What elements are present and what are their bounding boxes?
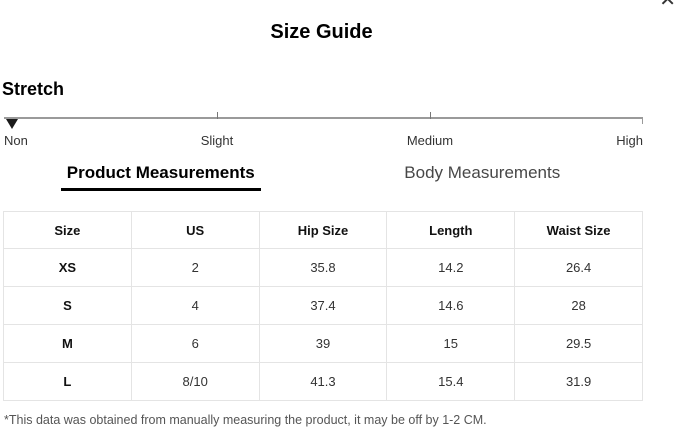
page-title: Size Guide (270, 21, 373, 43)
cell-us: 6 (130, 324, 260, 363)
stretch-scale-endcap (642, 118, 643, 124)
stretch-level-slight: Slight (200, 133, 234, 148)
close-icon[interactable]: ✕ (659, 0, 676, 11)
tab-product-measurements[interactable]: Product Measurements (0, 163, 322, 191)
tab-product-measurements-label: Product Measurements (60, 163, 261, 191)
col-header-waist-size: Waist Size (514, 211, 643, 249)
stretch-scale-labels: Non Slight Medium High (4, 133, 643, 149)
cell-hip: 41.3 (258, 362, 388, 401)
stretch-level-high: High (616, 133, 643, 148)
stretch-label: Stretch (2, 79, 65, 99)
cell-waist: 31.9 (514, 362, 643, 401)
tab-body-measurements[interactable]: Body Measurements (322, 163, 644, 191)
table-row: M 6 39 15 29.5 (3, 324, 643, 363)
col-header-length: Length (386, 211, 516, 249)
measurements-tabs: Product Measurements Body Measurements (0, 163, 643, 191)
cell-length: 14.6 (386, 286, 516, 325)
cell-hip: 39 (258, 324, 388, 363)
stretch-scale-track (4, 117, 643, 119)
cell-length: 15.4 (386, 362, 516, 401)
cell-us: 2 (130, 248, 260, 287)
col-header-us: US (130, 211, 260, 249)
cell-waist: 29.5 (514, 324, 643, 363)
stretch-scale-tick-medium (429, 112, 431, 119)
cell-size: XS (3, 248, 132, 287)
cell-hip: 37.4 (258, 286, 388, 325)
cell-us: 8/10 (130, 362, 260, 401)
stretch-marker-triangle-icon (6, 119, 18, 129)
table-row: XS 2 35.8 14.2 26.4 (3, 248, 643, 287)
measurements-table: Size US Hip Size Length Waist Size XS 2 … (3, 211, 643, 401)
tab-body-measurements-label: Body Measurements (404, 163, 561, 182)
stretch-level-medium: Medium (406, 133, 454, 148)
stretch-scale: Non Slight Medium High (4, 112, 643, 151)
cell-waist: 28 (514, 286, 643, 325)
cell-us: 4 (130, 286, 260, 325)
cell-size: S (3, 286, 132, 325)
table-header-row: Size US Hip Size Length Waist Size (3, 211, 643, 249)
table-row: S 4 37.4 14.6 28 (3, 286, 643, 325)
col-header-size: Size (3, 211, 132, 249)
cell-waist: 26.4 (514, 248, 643, 287)
cell-size: L (3, 362, 132, 401)
cell-length: 14.2 (386, 248, 516, 287)
table-row: L 8/10 41.3 15.4 31.9 (3, 362, 643, 401)
cell-size: M (3, 324, 132, 363)
measurement-disclaimer: *This data was obtained from manually me… (4, 413, 487, 427)
cell-hip: 35.8 (258, 248, 388, 287)
col-header-hip-size: Hip Size (258, 211, 388, 249)
cell-length: 15 (386, 324, 516, 363)
stretch-scale-tick-slight (216, 112, 218, 119)
stretch-level-non: Non (4, 133, 28, 148)
